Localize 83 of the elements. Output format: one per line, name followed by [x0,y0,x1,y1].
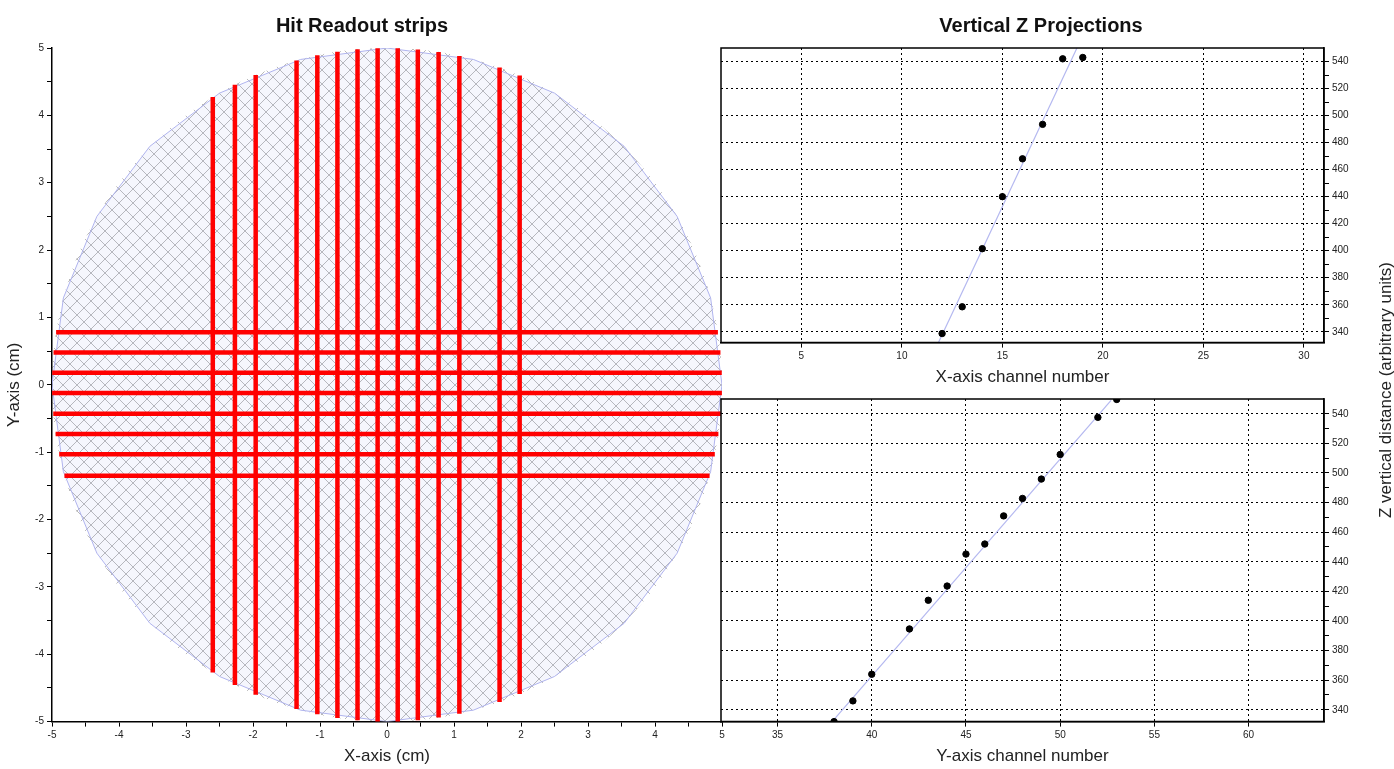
y-tick-label: 400 [1332,614,1350,626]
point [999,512,1008,520]
y-tick-label: 460 [1332,163,1350,175]
point [1018,155,1027,163]
x-tick-label: 5 [719,729,726,741]
x-tick-label: -1 [315,729,325,741]
y-tick-label: 3 [38,176,45,188]
y-tick-label: 440 [1332,190,1350,202]
y-tick-label: 400 [1332,244,1350,256]
x-tick-label: 3 [585,729,592,741]
y-tick-label: 440 [1332,555,1350,567]
point [1056,450,1064,459]
y-tick-label: 460 [1332,525,1350,537]
point [938,329,946,338]
x-tick-label: 2 [518,729,525,741]
x-tick-label: -5 [47,729,57,741]
x-tick-label: 50 [1054,729,1067,741]
x-tick-label: 1 [451,729,458,741]
x-axis-title: X-axis channel number [935,367,1110,387]
point [1037,475,1046,483]
y-tick-label: 380 [1332,271,1350,283]
x-tick-label: 5 [798,350,805,362]
y-tick-label: 420 [1332,217,1350,229]
point [943,582,951,590]
y-tick-label: 520 [1332,82,1350,94]
y-tick-label: -5 [35,715,45,727]
y-tick-label: 540 [1332,407,1350,419]
point [958,303,966,311]
y-tick-label: 380 [1332,644,1350,656]
x-tick-label: -3 [181,729,191,741]
point [1079,53,1087,62]
y-tick-label: 1 [38,311,45,323]
y-tick-label: 2 [38,243,45,255]
y-tick-label: 500 [1332,109,1350,121]
point [978,244,986,253]
point [868,670,876,678]
x-tick-label: 4 [652,729,659,741]
point [1094,413,1102,422]
x-tick-label: 20 [1097,350,1109,362]
point [998,192,1007,201]
y-tick-label: 340 [1332,703,1350,715]
x-tick-label: 30 [1298,350,1310,362]
point [1038,120,1047,129]
x-tick-label: -2 [248,729,258,741]
y-tick-label: 5 [38,41,45,53]
point [924,596,932,604]
y-tick-label: -1 [35,445,45,457]
x-tick-label: 35 [771,729,784,741]
y-tick-label: -3 [35,580,45,592]
x-tick-label: 45 [960,729,972,741]
x-tick-label: 55 [1148,729,1161,741]
chart-title: Hit Readout strips [275,13,449,36]
x-axis-title: Y-axis channel number [936,746,1109,766]
point [905,625,914,633]
x-tick-label: 40 [866,729,878,741]
point [1059,55,1067,63]
y-tick-label: 420 [1332,585,1350,597]
y-tick-label: 0 [38,378,45,390]
y-tick-label: 360 [1332,673,1350,685]
point [962,550,970,558]
point [849,697,857,705]
x-axis-title: X-axis (cm) [344,746,430,766]
y-tick-label: -4 [35,647,45,659]
y-tick-label: 480 [1332,496,1350,508]
x-tick-label: 25 [1197,350,1210,362]
y-tick-label: 360 [1332,298,1350,310]
y-tick-label: -2 [35,513,45,525]
y-tick-label: 480 [1332,136,1350,148]
x-tick-label: 60 [1243,729,1255,741]
x-tick-label: 10 [896,350,908,362]
y-tick-label: 4 [38,109,45,121]
y-tick-label: 500 [1332,466,1350,478]
chart-title: Vertical Z Projections [939,13,1143,36]
y-tick-label: 540 [1332,55,1350,67]
y-axis-title: Z vertical distance (arbitrary units) [1376,261,1394,519]
point [1018,494,1027,503]
point [981,540,989,548]
y-tick-label: 520 [1332,437,1350,449]
y-tick-label: 340 [1332,325,1350,337]
y-axis-title: Y-axis (cm) [3,342,23,427]
x-tick-label: 15 [996,350,1009,362]
x-tick-label: 0 [384,729,391,741]
x-tick-label: -4 [114,729,124,741]
